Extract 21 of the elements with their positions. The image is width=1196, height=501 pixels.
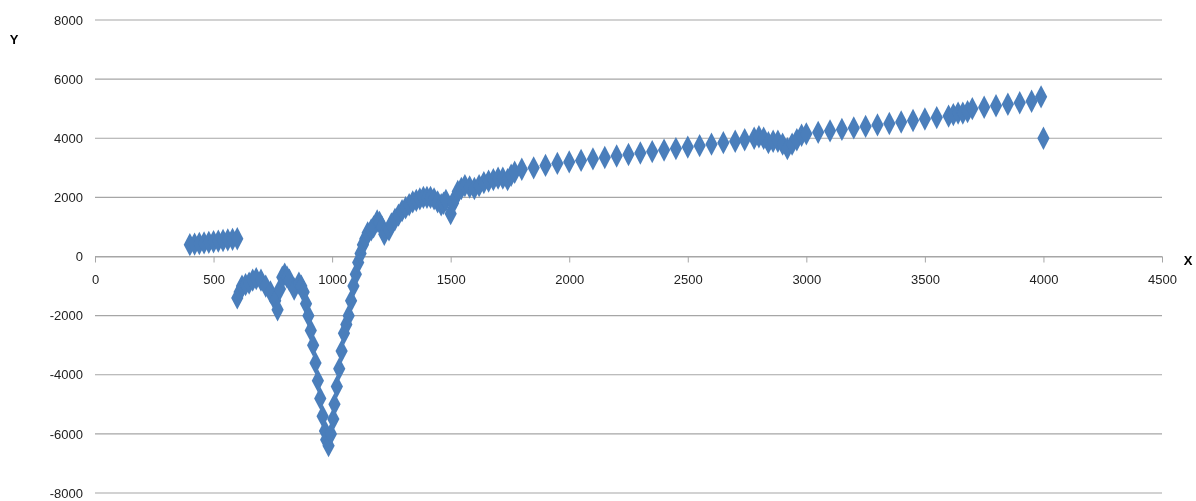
y-tick-label: 2000	[54, 190, 83, 206]
x-tick-label: 3000	[792, 271, 822, 287]
x-tick-label: 3500	[910, 271, 940, 287]
y-tick-label: -2000	[49, 308, 83, 324]
x-tick-label: 2500	[673, 271, 703, 287]
x-tick-label: 1000	[318, 271, 348, 287]
x-tick-label: 4500	[1148, 271, 1177, 287]
x-tick-label: 4000	[1029, 271, 1059, 287]
y-tick-label: 4000	[54, 130, 83, 146]
x-tick-label: 500	[203, 271, 225, 287]
y-tick-label: -6000	[49, 426, 83, 442]
y-tick-label: 8000	[54, 12, 83, 28]
x-tick-label: 0	[91, 271, 100, 287]
y-tick-label: -8000	[49, 485, 83, 501]
x-tick-label: 1500	[436, 271, 466, 287]
y-tick-label: -4000	[49, 367, 83, 383]
y-axis-title: Y	[9, 32, 19, 47]
x-tick-label: 2000	[555, 271, 585, 287]
y-tick-label: 0	[75, 249, 83, 265]
y-tick-label: 6000	[54, 71, 83, 87]
x-axis-title: X	[1183, 252, 1193, 268]
